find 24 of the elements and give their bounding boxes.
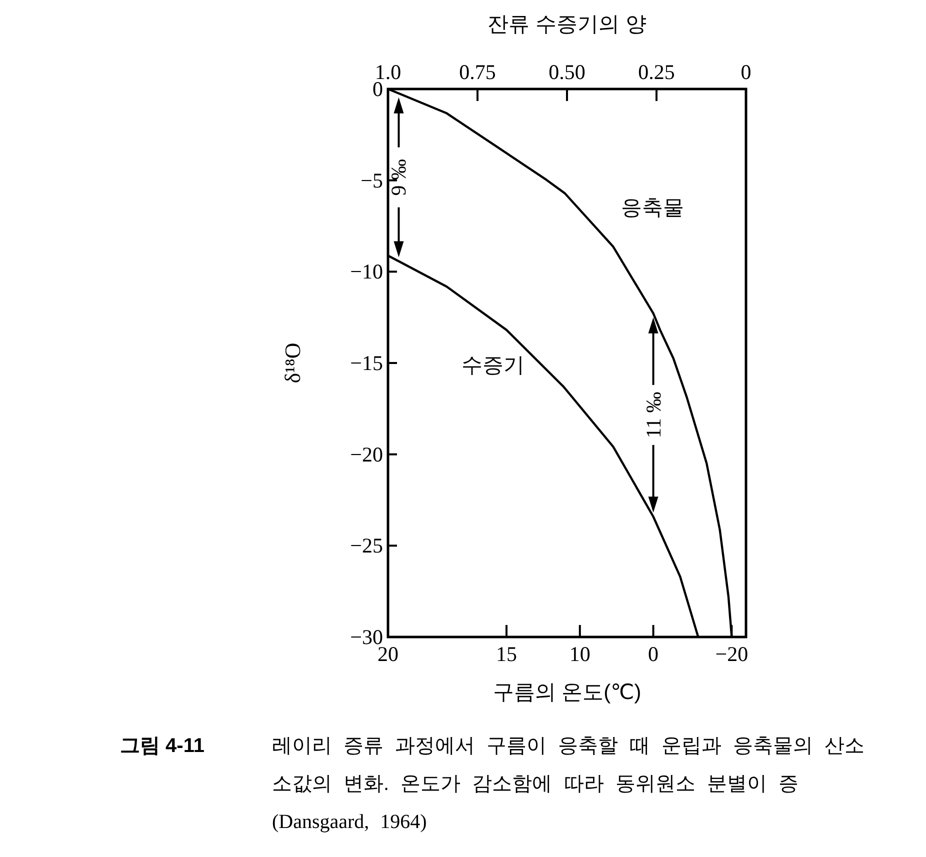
y-tick-label: −5 bbox=[360, 168, 383, 192]
y-tick-label: −20 bbox=[350, 442, 383, 466]
text: −20 bbox=[715, 642, 748, 666]
text: 0 bbox=[648, 642, 659, 666]
text: 소값의 변화. 온도가 감소함에 따라 동위원소 분별이 증 bbox=[272, 773, 798, 795]
series-label: 수증기 bbox=[462, 354, 524, 377]
y-tick-label: −10 bbox=[350, 260, 383, 284]
text: (Dansgaard, 1964) bbox=[272, 811, 427, 833]
x-tick-label: 0 bbox=[740, 60, 752, 84]
y-tick-label: −15 bbox=[350, 351, 383, 375]
x2-axis-title: 구름의 온도(℃) bbox=[492, 681, 642, 704]
x-tick-label: 0.75 bbox=[459, 60, 496, 84]
series-label: 응축물 bbox=[621, 196, 684, 220]
x-axis-title: 잔류 수증기의 양 bbox=[488, 13, 646, 36]
x-tick-label: 0.50 bbox=[548, 60, 586, 84]
text: 레이리 증류 과정에서 구름이 응축할 때 운립과 응축물의 산소 bbox=[272, 735, 864, 757]
caption: 그림 4-11 bbox=[120, 735, 204, 757]
x-tick-label: 0.25 bbox=[638, 60, 675, 84]
y-tick-label: −25 bbox=[350, 534, 383, 558]
annotation: 9 ‰ bbox=[386, 158, 411, 196]
text: 10 bbox=[569, 642, 590, 666]
annotation: 11 ‰ bbox=[641, 392, 666, 438]
text: 15 bbox=[496, 642, 517, 666]
y-axis-title: δ¹⁸O bbox=[280, 342, 305, 384]
